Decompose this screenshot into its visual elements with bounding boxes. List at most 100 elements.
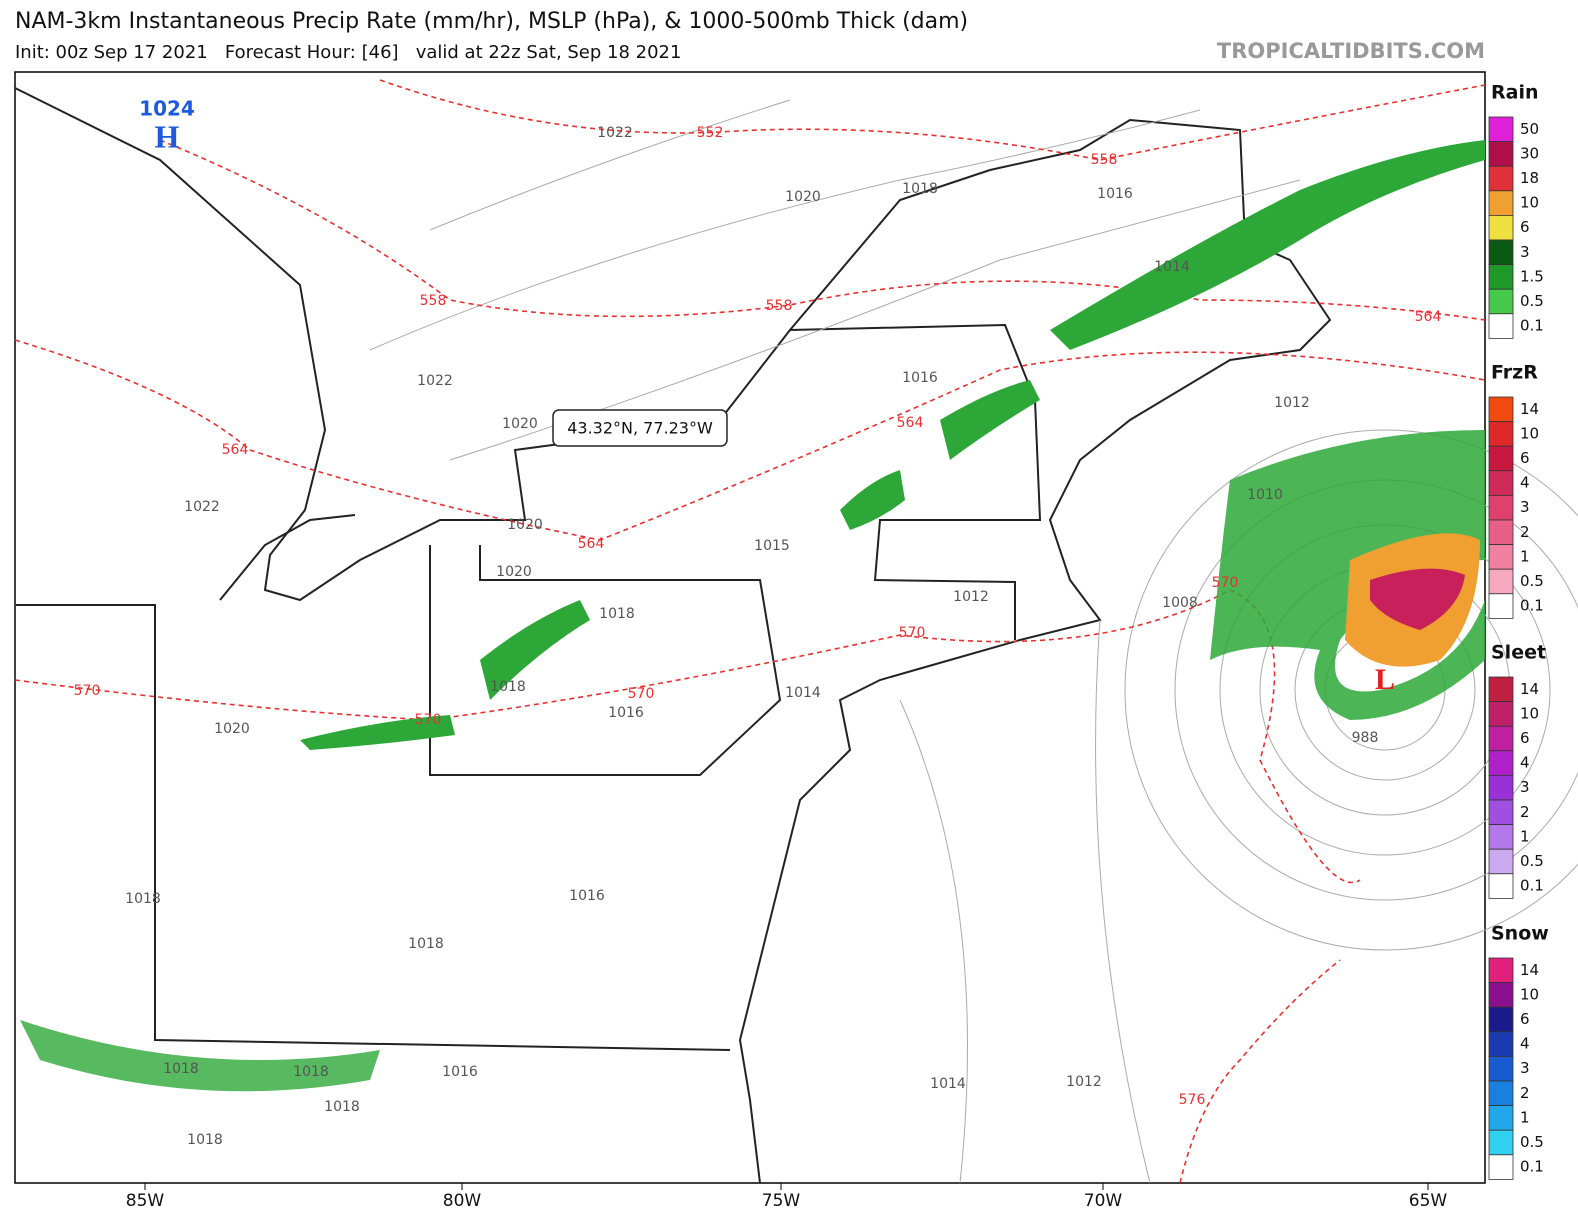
title: NAM-3km Instantaneous Precip Rate (mm/hr…: [15, 9, 968, 34]
isobar-label: 988: [1352, 730, 1379, 746]
isobar-label: 1014: [785, 685, 821, 701]
legend-label: 4: [1520, 474, 1530, 492]
thickness-label: 552: [697, 125, 724, 141]
legend-swatch: [1488, 421, 1514, 447]
isobar-label: 1018: [293, 1064, 329, 1080]
legend-label: 30: [1520, 144, 1539, 162]
thickness-label: 564: [1415, 309, 1442, 325]
legend-swatch: [1488, 873, 1514, 899]
legend-swatch: [1488, 1006, 1514, 1033]
isobar-label: 1020: [785, 189, 821, 205]
legend-label: 3: [1520, 1059, 1530, 1077]
legend-swatch: [1488, 775, 1514, 801]
legend-swatch: [1488, 239, 1514, 266]
legend-swatch: [1488, 750, 1514, 776]
thickness-lines: [14, 79, 1486, 1184]
site-name: TROPICALTIDBITS.COM: [1217, 39, 1485, 63]
x-label: 85W: [126, 1191, 165, 1211]
x-label: 75W: [762, 1191, 801, 1211]
legend-swatch: [1488, 141, 1514, 167]
thickness-label: 564: [578, 536, 605, 552]
thickness-label: 564: [897, 415, 924, 431]
legend-label: 18: [1520, 169, 1539, 187]
thickness-label: 570: [899, 625, 926, 641]
legend-label: 0.5: [1520, 572, 1544, 590]
isobar-label: 1020: [507, 517, 543, 533]
isobar-label: 1018: [187, 1132, 223, 1148]
legend-label: 6: [1520, 218, 1530, 236]
isobar-label: 1014: [930, 1076, 966, 1092]
subtitle: Init: 00z Sep 17 2021 Forecast Hour: [46…: [15, 42, 681, 63]
isobar-label: 1022: [184, 499, 220, 515]
thickness-label: 570: [628, 686, 655, 702]
thickness-label: 570: [74, 683, 101, 699]
legend-label: 4: [1520, 754, 1530, 772]
legend-swatch: [1488, 544, 1514, 570]
legend-swatch: [1488, 1129, 1514, 1156]
legend-label: 0.1: [1520, 1158, 1544, 1176]
legend-swatch: [1488, 1056, 1514, 1082]
legend-swatch: [1488, 165, 1514, 192]
isobar-label: 1022: [597, 125, 633, 141]
legend-label: 10: [1520, 194, 1539, 212]
isobar-label: 1012: [953, 589, 989, 605]
precip: [20, 140, 1485, 1092]
legend-label: 2: [1520, 803, 1530, 821]
isobar-label: 1010: [1247, 487, 1283, 503]
isobar-label: 1014: [1154, 259, 1190, 275]
legend-swatch: [1488, 288, 1514, 315]
isobar-label: 1008: [1162, 595, 1198, 611]
legend-label: 14: [1520, 961, 1539, 979]
legend-label: 0.5: [1520, 852, 1544, 870]
legend-label: 14: [1520, 680, 1539, 698]
thickness-label: 570: [1212, 575, 1239, 591]
legend-swatch: [1488, 396, 1514, 423]
thickness-label: 558: [420, 293, 447, 309]
legend-label: 0.5: [1520, 292, 1544, 310]
high-symbol: H: [155, 118, 180, 154]
legend-label: 2: [1520, 523, 1530, 541]
legend-swatch: [1488, 848, 1514, 875]
legend-label: 4: [1520, 1035, 1530, 1053]
legend-swatch: [1488, 190, 1514, 216]
legend-label: 3: [1520, 243, 1530, 261]
thickness-label: 564: [222, 442, 249, 458]
legend-swatch: [1488, 799, 1514, 826]
legend-label: 0.5: [1520, 1133, 1544, 1151]
legend-label: 50: [1520, 120, 1539, 138]
isobar-label: 1016: [1097, 186, 1133, 202]
tooltip-box: [552, 409, 728, 447]
legend-title: FrzR: [1491, 362, 1538, 384]
isobar-label: 1016: [608, 705, 644, 721]
legend-label: 2: [1520, 1084, 1530, 1102]
legend-label: 3: [1520, 498, 1530, 516]
legend-swatch: [1488, 470, 1514, 496]
legend-label: 1: [1520, 827, 1530, 845]
legend-swatch: [1488, 519, 1514, 546]
legend-label: 1.5: [1520, 267, 1544, 285]
x-label: 80W: [443, 1191, 482, 1211]
legend-swatch: [1488, 264, 1514, 290]
isobar-label: 1018: [125, 891, 161, 907]
legend-swatch: [1488, 494, 1514, 521]
legend-title: Rain: [1491, 82, 1539, 104]
low-symbol: L: [1375, 663, 1395, 696]
thickness-label: 576: [1179, 1092, 1206, 1108]
legend-label: 6: [1520, 1010, 1530, 1028]
x-label: 65W: [1409, 1191, 1448, 1211]
legend-label: 3: [1520, 778, 1530, 796]
isobar-label: 1015: [754, 538, 790, 554]
legend-swatch: [1488, 1154, 1514, 1180]
isobar-label: 1012: [1274, 395, 1310, 411]
high-value: 1024: [139, 97, 195, 121]
legend-label: 6: [1520, 449, 1530, 467]
legend-label: 6: [1520, 729, 1530, 747]
legend-swatch: [1488, 725, 1514, 752]
tooltip: 43.32°N, 77.23°W: [567, 419, 713, 438]
isobar-label: 1018: [599, 606, 635, 622]
legend-label: 14: [1520, 400, 1539, 418]
legend-label: 0.1: [1520, 317, 1544, 335]
legend-swatch: [1488, 214, 1514, 241]
